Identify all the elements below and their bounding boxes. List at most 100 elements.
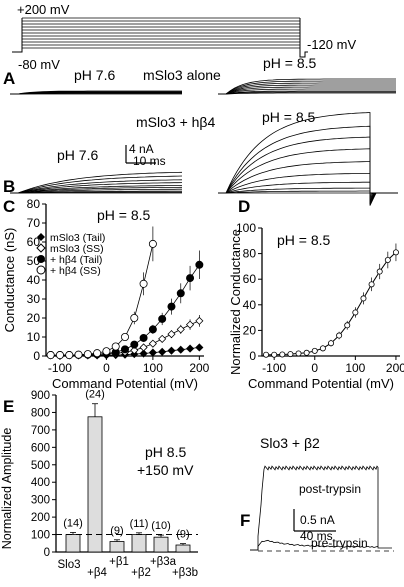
y-tick-label: 100 (236, 221, 256, 235)
data-point (344, 322, 351, 329)
current-trace (10, 188, 182, 194)
protocol-outline (12, 18, 308, 58)
legend-item-mslo3-tail: mSlo3 (Tail) (50, 232, 105, 244)
current-trace (218, 88, 396, 95)
legend-marker-circle-open (36, 265, 46, 275)
y-tick-label: 700 (31, 425, 50, 437)
x-axis-label: Command Potential (mV) (248, 376, 394, 391)
panel-a-left-label: pH 7.6 (74, 67, 115, 83)
data-point (176, 325, 185, 334)
data-point (148, 239, 157, 248)
chart-c: -100 0 100 200 0 10 20 30 40 50 60 70 80 Command Pote… (2, 197, 210, 391)
data-point (311, 347, 318, 354)
data-point (167, 330, 176, 339)
current-trace (218, 161, 377, 202)
panel-b-right-label: pH = 8.5 (262, 109, 316, 125)
scale-time-label: 10 ms (133, 154, 166, 168)
protocol-tail-label: -120 mV (307, 37, 356, 52)
panel-letter-b: B (3, 177, 15, 196)
y-tick-label: 20 (27, 311, 41, 325)
panel-a-traces-right (218, 78, 396, 95)
protocol-steps (12, 17, 308, 58)
current-trace (218, 92, 396, 95)
data-point (121, 332, 130, 341)
current-trace (218, 181, 377, 198)
y-tick-label: 800 (31, 407, 50, 419)
panel-c-annotation: pH = 8.5 (97, 207, 151, 223)
data-point (327, 340, 334, 347)
bar (87, 416, 103, 553)
protocol-top-label: +200 mV (17, 2, 70, 17)
current-trace (218, 80, 396, 95)
data-point (392, 249, 399, 256)
n-label: (10) (151, 520, 171, 532)
panel-a-title: mSlo3 alone (143, 67, 221, 83)
trace-post-trypsin (250, 465, 392, 551)
x-tick-label: -100 (48, 361, 72, 375)
y-tick-label: 60 (243, 272, 257, 286)
panel-f-title: Slo3 + β2 (260, 435, 320, 451)
data-point (121, 345, 130, 354)
y-axis-label: Normalized Amplitude (0, 428, 14, 550)
panel-a-traces-left (10, 90, 182, 95)
panel-d: D pH = 8.5 -100 0 100 200020406080100Comman… (228, 197, 404, 391)
current-trace (218, 190, 377, 195)
data-point (139, 343, 148, 352)
panel-a-right-label: pH = 8.5 (263, 55, 317, 71)
legend-item-hb4-ss: + hβ4 (SS) (50, 265, 101, 277)
current-trace (10, 185, 182, 194)
data-point (384, 256, 391, 263)
current-trace (10, 171, 183, 194)
scale-current-label: 0.5 nA (300, 513, 335, 527)
bar (175, 544, 191, 553)
current-trace (218, 90, 396, 95)
label-pre-trypsin: pre-trypsin (311, 536, 368, 550)
category-label: +β3b (172, 567, 198, 579)
data-point (130, 340, 139, 349)
data-point (195, 343, 204, 352)
data-point (185, 344, 195, 353)
y-tick-label: 200 (31, 512, 50, 524)
data-point (46, 351, 55, 360)
data-point (102, 347, 111, 356)
y-tick-label: 10 (27, 330, 41, 344)
x-axis-label: Command Potential (mV) (52, 376, 198, 391)
trace-pre-trypsin (250, 539, 379, 551)
panel-b-title: mSlo3 + hβ4 (136, 114, 215, 130)
y-tick-label: 30 (27, 292, 41, 306)
x-tick-label: 100 (143, 361, 163, 375)
data-point (148, 325, 157, 334)
data-point (83, 350, 92, 359)
panel-letter-e: E (3, 397, 14, 416)
legend-marker-diamond-filled (37, 233, 45, 241)
current-trace (218, 112, 377, 206)
panel-b-scale-bar: 4 nA 10 ms (125, 142, 166, 168)
data-point (271, 351, 278, 358)
panel-b-traces-left (10, 171, 183, 194)
y-axis-label: Conductance (nS) (2, 228, 17, 333)
category-label: +β3a (150, 556, 177, 568)
y-tick-label: 900 (31, 390, 50, 402)
data-point (279, 351, 286, 358)
current-trace (10, 90, 182, 95)
data-point (176, 289, 185, 298)
data-point (139, 349, 148, 358)
y-tick-label: 0 (33, 349, 40, 363)
current-trace (218, 148, 377, 203)
n-label: (9) (176, 529, 189, 541)
data-point (176, 345, 185, 354)
panel-f-scale-bar: 0.5 nA 40 ms (293, 509, 336, 543)
y-tick-label: 600 (31, 442, 50, 454)
data-point (360, 295, 367, 302)
y-tick-label: 80 (243, 247, 257, 261)
panel-letter-a: A (3, 69, 15, 88)
fit-line (266, 251, 397, 356)
x-tick-label: 100 (345, 361, 365, 375)
x-tick-label: 0 (103, 361, 110, 375)
legend-item-hb4-tail: + hβ4 (Tail) (50, 254, 102, 266)
chart-e: 0 100 200 300 400 500 600 700 800 900 Normalized A… (0, 389, 198, 579)
panel-letter-c: C (3, 197, 15, 216)
data-point (93, 349, 102, 358)
n-label: (24) (85, 389, 105, 401)
data-point (303, 349, 310, 356)
